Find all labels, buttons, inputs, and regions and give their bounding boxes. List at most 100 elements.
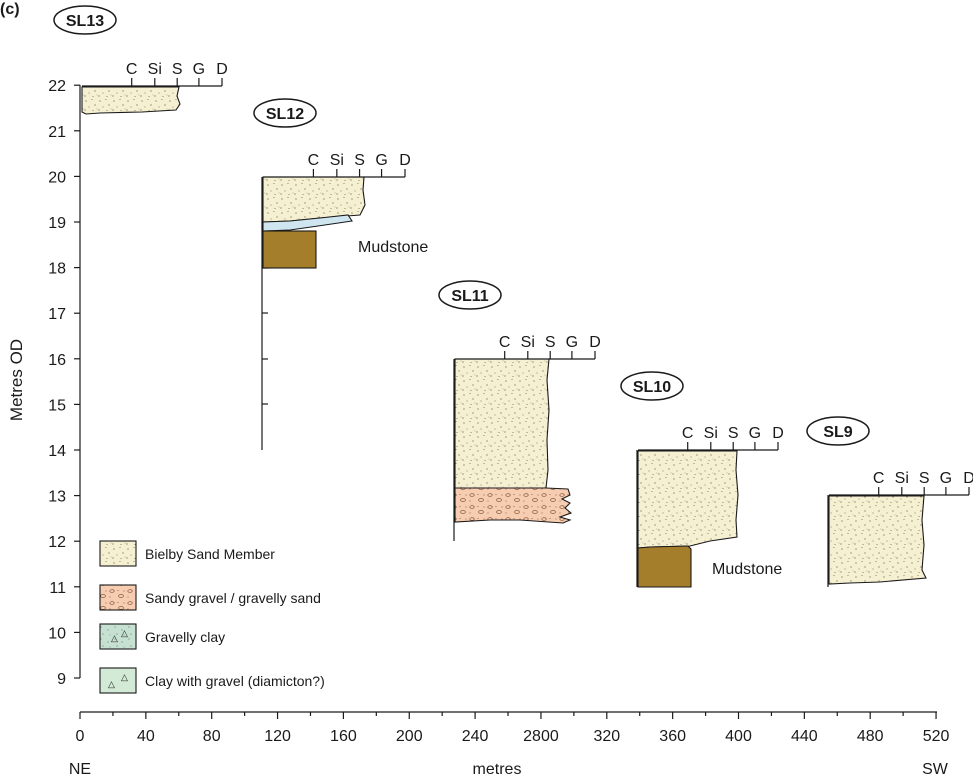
sand-unit bbox=[454, 358, 550, 489]
x-tick-label: 120 bbox=[264, 728, 291, 745]
grain-label: G bbox=[749, 425, 761, 442]
legend: Bielby Sand Member Sandy gravel / gravel… bbox=[99, 540, 325, 694]
grain-label: S bbox=[172, 61, 183, 78]
x-axis-right-label: SW bbox=[922, 761, 949, 778]
x-tick-label: 80 bbox=[203, 728, 221, 745]
grain-label: D bbox=[963, 470, 973, 487]
legend-item-sand: Bielby Sand Member bbox=[99, 540, 275, 567]
y-tick-label: 15 bbox=[48, 397, 66, 414]
y-axis-label: Metres OD bbox=[7, 339, 26, 421]
x-axis-left-label: NE bbox=[69, 761, 91, 778]
grain-label: D bbox=[216, 61, 228, 78]
y-tick-label: 18 bbox=[48, 261, 66, 278]
grain-size-scale: C Si S G D bbox=[638, 425, 784, 451]
grain-label: Si bbox=[521, 334, 535, 351]
sand-unit bbox=[637, 450, 739, 549]
grain-label: S bbox=[919, 470, 930, 487]
grain-size-scale: C Si S G D bbox=[82, 61, 228, 87]
grain-size-scale: C Si S G D bbox=[829, 470, 973, 496]
log-id-badge bbox=[438, 280, 502, 310]
x-tick-label: 520 bbox=[923, 728, 950, 745]
log-sl12: SL12 Mudstone C Si S G D bbox=[253, 98, 428, 450]
grain-label: S bbox=[354, 152, 365, 169]
legend-swatch bbox=[99, 667, 137, 694]
log-id: SL13 bbox=[66, 13, 104, 30]
log-id: SL10 bbox=[633, 379, 671, 396]
y-ticks: 9 10 11 12 13 14 15 16 17 18 19 20 21 22 bbox=[48, 78, 80, 688]
grain-label: C bbox=[682, 425, 694, 442]
y-tick-label: 16 bbox=[48, 352, 66, 369]
legend-swatch bbox=[99, 623, 137, 650]
triangle-icon: △ bbox=[108, 679, 115, 689]
grain-label: D bbox=[589, 334, 601, 351]
grain-label: Si bbox=[895, 470, 909, 487]
x-tick-label: 160 bbox=[330, 728, 357, 745]
y-axis: 9 10 11 12 13 14 15 16 17 18 19 20 21 22 Metres OD bbox=[7, 78, 81, 688]
x-tick-label: 360 bbox=[659, 728, 686, 745]
grain-label: S bbox=[728, 425, 739, 442]
log-id: SL12 bbox=[266, 106, 304, 123]
x-tick-label: 440 bbox=[791, 728, 818, 745]
grain-label: G bbox=[375, 152, 387, 169]
x-tick-label: 480 bbox=[857, 728, 884, 745]
y-tick-label: 10 bbox=[48, 625, 66, 642]
grain-label: D bbox=[399, 152, 411, 169]
y-tick-label: 13 bbox=[48, 489, 66, 506]
mudstone-label: Mudstone bbox=[358, 239, 428, 256]
grain-label: Si bbox=[704, 425, 718, 442]
log-sl9: SL9 C Si S G D bbox=[806, 416, 973, 587]
x-tick-label: 200 bbox=[396, 728, 423, 745]
grain-label: C bbox=[873, 470, 885, 487]
grain-label: C bbox=[126, 61, 138, 78]
log-id-badge bbox=[620, 371, 684, 401]
x-tick-label: 2800 bbox=[523, 728, 559, 745]
x-tick-label: 0 bbox=[76, 728, 85, 745]
y-tick-label: 14 bbox=[48, 443, 66, 460]
x-ticks: 0 40 80 120 160 200 240 2800 320 360 400 440 480 520 bbox=[76, 712, 950, 745]
y-tick-label: 20 bbox=[48, 169, 66, 186]
log-id: SL9 bbox=[823, 424, 852, 441]
y-tick-label: 9 bbox=[57, 671, 66, 688]
mudstone-unit bbox=[262, 230, 317, 269]
y-tick-label: 11 bbox=[49, 580, 66, 597]
grain-size-scale: C Si S G D bbox=[455, 334, 601, 360]
legend-item-diamicton: △ △ Clay with gravel (diamicton?) bbox=[99, 667, 325, 694]
grain-label: G bbox=[566, 334, 578, 351]
log-id-badge bbox=[253, 98, 317, 128]
sand-unit bbox=[828, 495, 927, 585]
legend-label: Bielby Sand Member bbox=[145, 546, 275, 562]
log-id-badge bbox=[806, 416, 870, 446]
grain-label: C bbox=[308, 152, 320, 169]
legend-swatch bbox=[99, 540, 137, 567]
gravel-unit bbox=[454, 487, 573, 524]
triangle-icon: △ bbox=[121, 628, 128, 638]
figure-label: (c) bbox=[0, 1, 20, 18]
y-tick-label: 12 bbox=[48, 534, 66, 551]
legend-label: Gravelly clay bbox=[145, 629, 225, 645]
legend-label: Clay with gravel (diamicton?) bbox=[145, 673, 325, 689]
y-tick-label: 17 bbox=[48, 306, 66, 323]
legend-label: Sandy gravel / gravelly sand bbox=[145, 590, 321, 606]
y-tick-label: 21 bbox=[48, 124, 66, 141]
triangle-icon: △ bbox=[121, 672, 128, 682]
grain-label: S bbox=[545, 334, 556, 351]
log-sl10: SL10 Mudstone C Si S G D bbox=[620, 371, 784, 588]
x-axis: 0 40 80 120 160 200 240 2800 320 360 400 440 480 520 … bbox=[69, 711, 950, 778]
grain-label: C bbox=[499, 334, 511, 351]
grain-label: G bbox=[940, 470, 952, 487]
triangle-icon: △ bbox=[111, 633, 118, 643]
legend-swatch bbox=[99, 584, 137, 611]
grain-label: Si bbox=[330, 152, 344, 169]
legend-item-gravel: Sandy gravel / gravelly sand bbox=[99, 584, 321, 611]
log-sl11: SL11 C Si S G D bbox=[438, 280, 601, 541]
sand-unit bbox=[262, 176, 366, 223]
grain-label: G bbox=[193, 61, 205, 78]
x-tick-label: 240 bbox=[462, 728, 489, 745]
x-tick-label: 400 bbox=[725, 728, 752, 745]
y-tick-label: 19 bbox=[48, 215, 66, 232]
grain-label: Si bbox=[148, 61, 162, 78]
grain-size-scale: C Si S G D bbox=[263, 152, 411, 178]
legend-item-gravelly-clay: △ △ Gravelly clay bbox=[99, 623, 225, 650]
x-axis-label: metres bbox=[473, 761, 522, 778]
